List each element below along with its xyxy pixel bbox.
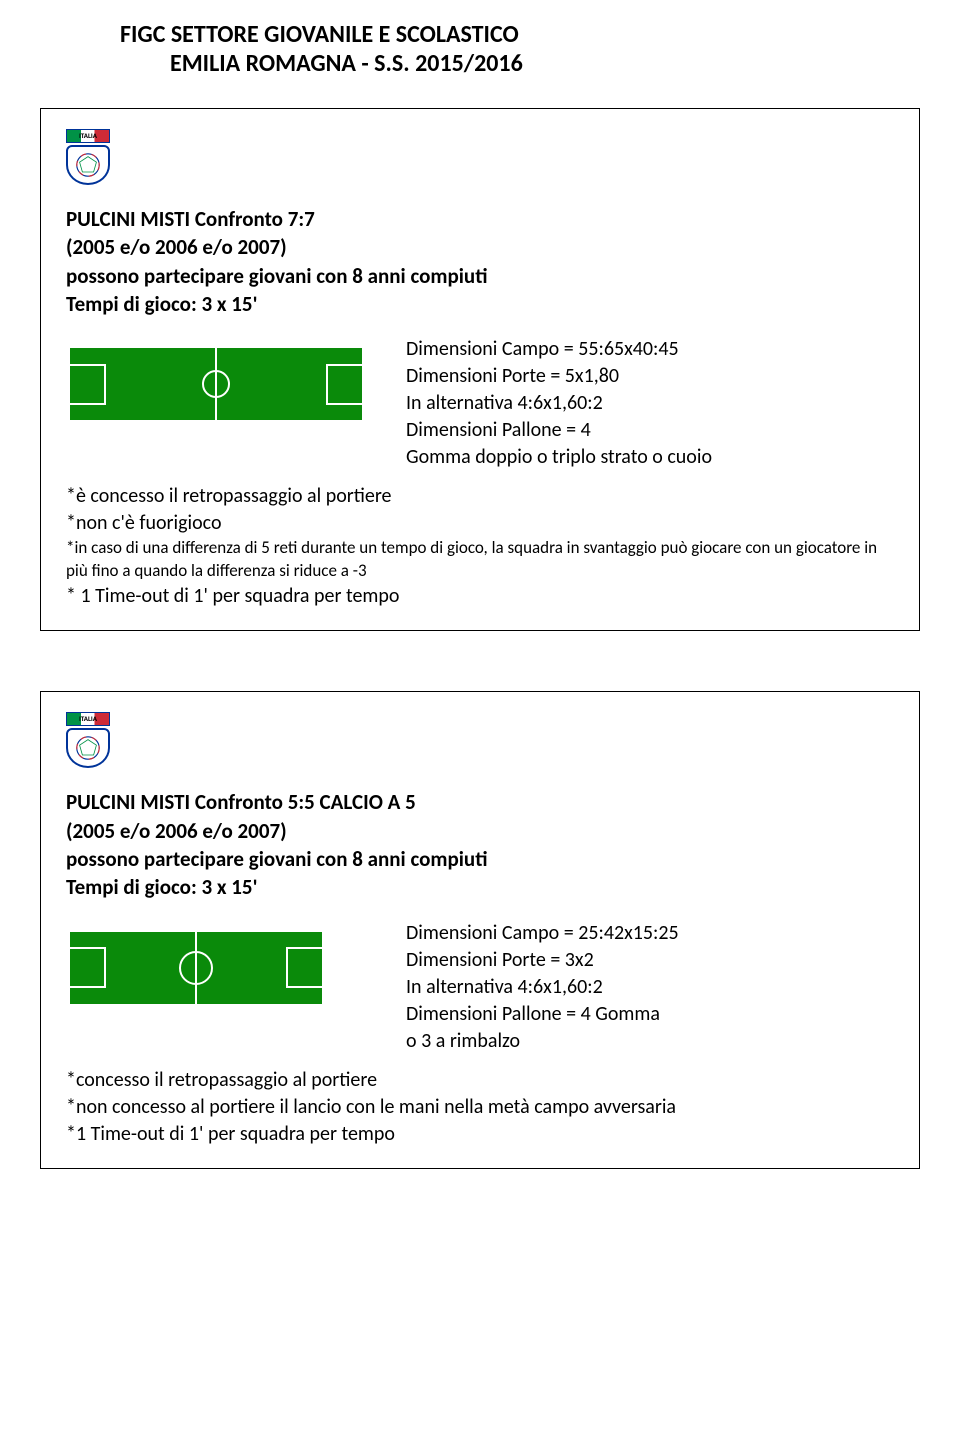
card1-specs-list: Dimensioni Campo = 55:65x40:45 Dimension… <box>406 336 894 471</box>
spec-line: o 3 a rimbalzo <box>406 1028 894 1055</box>
spec-line: Dimensioni Pallone = 4 <box>406 417 894 444</box>
note-line: *concesso il retropassaggio al portiere <box>66 1067 894 1094</box>
card2-title-1: PULCINI MISTI Confronto 5:5 CALCIO A 5 <box>66 788 894 816</box>
figc-logo <box>66 712 114 768</box>
card1-title-2: (2005 e/o 2006 e/o 2007) <box>66 233 894 261</box>
card2-specs-block: Dimensioni Campo = 25:42x15:25 Dimension… <box>66 920 894 1055</box>
note-line: * 1 Time-out di 1' per squadra per tempo <box>66 583 894 610</box>
note-small-line: *in caso di una differenza di 5 reti dur… <box>66 537 894 583</box>
spec-line: Gomma doppio o triplo strato o cuoio <box>406 444 894 471</box>
italy-flag-icon <box>66 712 110 726</box>
spec-line: In alternativa 4:6x1,60:2 <box>406 390 894 417</box>
figc-shield-icon <box>66 728 110 768</box>
card1-title-1: PULCINI MISTI Confronto 7:7 <box>66 205 894 233</box>
header-line-1: FIGC SETTORE GIOVANILE E SCOLASTICO <box>120 20 920 49</box>
card2-title-4: Tempi di gioco: 3 x 15' <box>66 873 894 901</box>
spec-line: Dimensioni Porte = 5x1,80 <box>406 363 894 390</box>
note-line: *1 Time-out di 1' per squadra per tempo <box>66 1121 894 1148</box>
card-pulcini-5v5: PULCINI MISTI Confronto 5:5 CALCIO A 5 (… <box>40 691 920 1168</box>
card1-title-3: possono partecipare giovani con 8 anni c… <box>66 262 894 290</box>
card2-notes: *concesso il retropassaggio al portiere … <box>66 1067 894 1148</box>
note-line: *non c'è fuorigioco <box>66 510 894 537</box>
spec-line: Dimensioni Pallone = 4 Gomma <box>406 1001 894 1028</box>
figc-shield-icon <box>66 145 110 185</box>
spec-line: In alternativa 4:6x1,60:2 <box>406 974 894 1001</box>
spec-line: Dimensioni Porte = 3x2 <box>406 947 894 974</box>
spec-line: Dimensioni Campo = 25:42x15:25 <box>406 920 894 947</box>
header-line-2: EMILIA ROMAGNA - S.S. 2015/2016 <box>120 49 920 78</box>
soccer-field-icon <box>66 344 366 424</box>
card2-title-2: (2005 e/o 2006 e/o 2007) <box>66 817 894 845</box>
card1-notes: *è concesso il retropassaggio al portier… <box>66 483 894 610</box>
card2-title-block: PULCINI MISTI Confronto 5:5 CALCIO A 5 (… <box>66 788 894 901</box>
card2-title-3: possono partecipare giovani con 8 anni c… <box>66 845 894 873</box>
card2-specs-list: Dimensioni Campo = 25:42x15:25 Dimension… <box>406 920 894 1055</box>
italy-flag-icon <box>66 129 110 143</box>
futsal-field-icon <box>66 928 326 1008</box>
figc-logo <box>66 129 114 185</box>
spec-line: Dimensioni Campo = 55:65x40:45 <box>406 336 894 363</box>
card1-title-block: PULCINI MISTI Confronto 7:7 (2005 e/o 20… <box>66 205 894 318</box>
card-pulcini-7v7: PULCINI MISTI Confronto 7:7 (2005 e/o 20… <box>40 108 920 631</box>
note-line: *non concesso al portiere il lancio con … <box>66 1094 894 1121</box>
card1-title-4: Tempi di gioco: 3 x 15' <box>66 290 894 318</box>
page-header: FIGC SETTORE GIOVANILE E SCOLASTICO EMIL… <box>40 20 920 78</box>
note-line: *è concesso il retropassaggio al portier… <box>66 483 894 510</box>
card1-specs-block: Dimensioni Campo = 55:65x40:45 Dimension… <box>66 336 894 471</box>
